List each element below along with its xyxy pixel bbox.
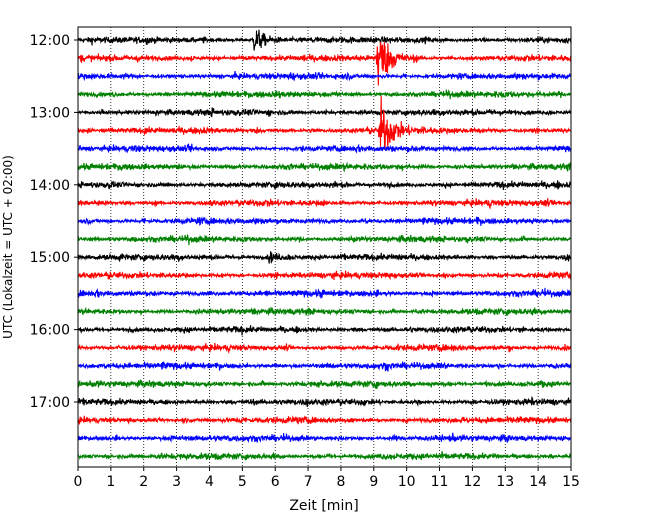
- x-tick-label: 0: [74, 474, 83, 490]
- x-axis-label: Zeit [min]: [289, 498, 358, 514]
- trace-line: [77, 251, 572, 264]
- x-tick-label: 5: [238, 474, 247, 490]
- trace-line: [77, 451, 572, 462]
- trace-line: [77, 287, 572, 299]
- trace-line: [77, 432, 572, 444]
- trace-line: [77, 396, 572, 408]
- seismic-traces: [77, 29, 572, 462]
- trace-line: [77, 180, 572, 190]
- y-tick-label: 12:00: [30, 33, 70, 49]
- trace-line: [77, 161, 572, 173]
- y-tick-label: 13:00: [30, 105, 70, 121]
- trace-line: [77, 233, 572, 246]
- x-tick-label: 1: [106, 474, 115, 490]
- vertical-gridlines: [110, 27, 539, 467]
- y-tick-label: 17:00: [30, 395, 70, 411]
- x-tick-label: 13: [496, 474, 514, 490]
- trace-line: [77, 41, 572, 86]
- plot-frame: [77, 26, 572, 468]
- trace-line: [77, 89, 572, 100]
- x-tick-label: 7: [304, 474, 313, 490]
- x-tick-label: 15: [562, 474, 580, 490]
- trace-line: [77, 143, 572, 154]
- x-tick-label: 4: [205, 474, 214, 490]
- x-tick-label: 2: [139, 474, 148, 490]
- x-tick-label: 10: [398, 474, 416, 490]
- x-tick-label: 9: [369, 474, 378, 490]
- x-tick-label: 12: [463, 474, 481, 490]
- trace-line: [77, 306, 572, 317]
- trace-line: [77, 415, 572, 426]
- x-axis-ticks: 0 1 2 3 4 5 6 7 8 9 10 11 12 13 14 15: [74, 467, 580, 490]
- x-tick-label: 14: [529, 474, 547, 490]
- x-tick-label: 6: [271, 474, 280, 490]
- trace-line: [77, 95, 572, 150]
- x-tick-label: 8: [336, 474, 345, 490]
- trace-line: [77, 216, 572, 226]
- trace-line: [77, 70, 572, 82]
- trace-line: [77, 270, 572, 281]
- trace-line: [77, 198, 572, 210]
- trace-line: [77, 379, 572, 389]
- y-tick-label: 15:00: [30, 250, 70, 266]
- trace-line: [77, 107, 572, 118]
- trace-line: [77, 361, 572, 372]
- trace-line: [77, 342, 572, 354]
- y-tick-label: 14:00: [30, 178, 70, 194]
- y-axis-ticks: 12:00 13:00 14:00 15:00 16:00 17:00: [30, 33, 78, 411]
- x-tick-label: 3: [172, 474, 181, 490]
- y-axis-label: UTC (Lokalzeit = UTC + 02:00): [1, 155, 15, 339]
- y-tick-label: 16:00: [30, 323, 70, 339]
- trace-line: [77, 325, 572, 336]
- trace-line: [77, 29, 572, 51]
- x-tick-label: 11: [431, 474, 449, 490]
